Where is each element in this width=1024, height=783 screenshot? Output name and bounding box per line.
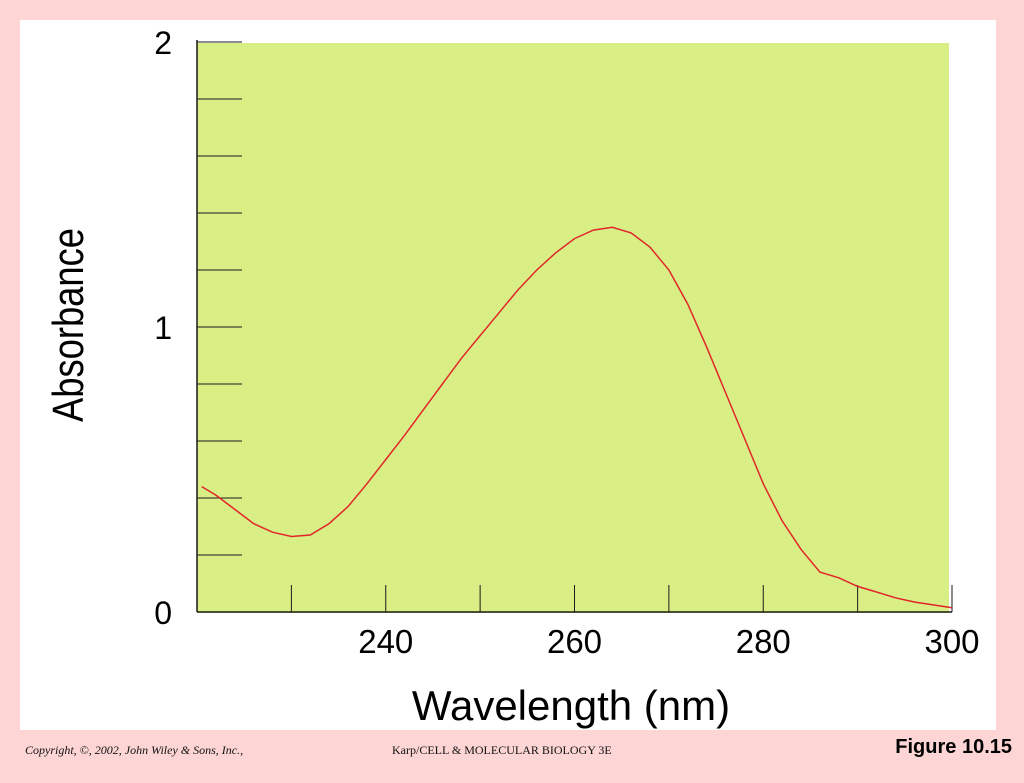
absorbance-chart: 240 260 280 300 0 1 2 Absorbance Wavelength (n… [44, 25, 980, 729]
x-tick-label: 240 [358, 623, 413, 660]
y-tick-label: 2 [154, 25, 172, 61]
y-axis-label: Absorbance [44, 228, 93, 422]
copyright-text: Copyright, ©, 2002, John Wiley & Sons, I… [25, 743, 244, 757]
x-axis-label: Wavelength (nm) [412, 682, 730, 729]
x-tick-label: 300 [924, 623, 979, 660]
x-tick-label: 280 [736, 623, 791, 660]
y-tick-label: 0 [154, 595, 172, 631]
y-tick-label: 1 [154, 310, 172, 346]
slide-panel: 240 260 280 300 0 1 2 Absorbance Wavelength (n… [20, 20, 996, 730]
x-tick-label: 260 [547, 623, 602, 660]
figure-label: Figure 10.15 [895, 736, 1012, 758]
plot-area [197, 43, 949, 613]
course-title: Karp/CELL & MOLECULAR BIOLOGY 3E [392, 743, 612, 757]
absorbance-curve [201, 226, 953, 609]
